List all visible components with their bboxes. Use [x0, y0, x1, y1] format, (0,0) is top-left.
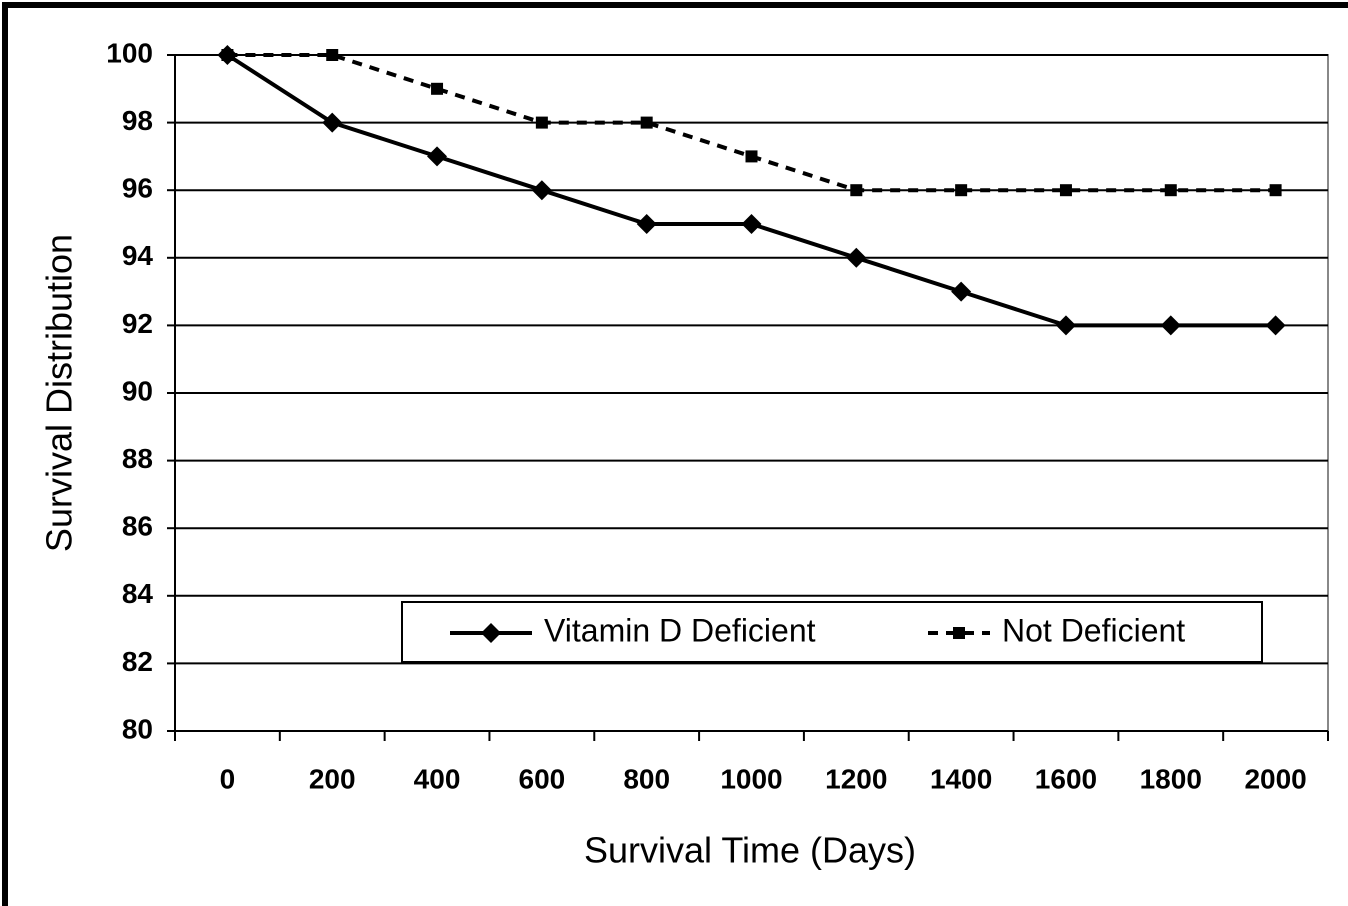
x-tick-label: 200: [309, 763, 356, 794]
y-tick-label: 90: [122, 375, 153, 406]
x-tick-label: 1400: [930, 763, 992, 794]
data-point: [741, 214, 762, 234]
data-point: [1265, 315, 1286, 336]
x-tick-label: 1600: [1035, 763, 1097, 794]
data-point: [531, 180, 552, 201]
y-tick-label: 100: [106, 37, 153, 68]
legend-box: [401, 601, 1263, 663]
data-point: [1059, 184, 1072, 197]
legend-label: Not Deficient: [1002, 612, 1185, 648]
x-tick-label: 2000: [1244, 763, 1306, 794]
y-tick-label: 94: [122, 240, 154, 271]
x-tick-label: 600: [519, 763, 566, 794]
data-point: [427, 146, 448, 167]
y-tick-label: 98: [122, 105, 153, 136]
data-point: [1055, 315, 1076, 336]
data-point: [951, 281, 972, 302]
x-tick-label: 800: [623, 763, 670, 794]
legend-marker: [953, 627, 965, 639]
data-point: [221, 49, 234, 61]
x-axis-title: Survival Time (Days): [584, 830, 916, 871]
data-point: [1164, 184, 1177, 197]
y-tick-label: 80: [122, 713, 153, 744]
data-point: [846, 247, 867, 268]
x-tick-label: 1800: [1140, 763, 1202, 794]
y-tick-label: 88: [122, 443, 153, 474]
data-point: [1160, 315, 1181, 336]
y-tick-label: 82: [122, 646, 153, 677]
y-tick-label: 84: [122, 578, 154, 609]
data-point: [535, 116, 548, 129]
y-tick-label: 96: [122, 173, 153, 204]
x-tick-label: 400: [414, 763, 461, 794]
y-tick-label: 92: [122, 308, 153, 339]
data-point: [431, 82, 444, 95]
data-point: [322, 112, 343, 133]
x-tick-label: 1000: [720, 763, 782, 794]
data-point: [326, 49, 339, 61]
x-tick-label: 0: [220, 763, 236, 794]
data-point: [745, 150, 758, 163]
legend-label: Vitamin D Deficient: [544, 612, 816, 648]
y-tick-label: 86: [122, 511, 153, 542]
data-point: [955, 184, 968, 197]
legend-marker: [481, 623, 501, 643]
data-point: [636, 214, 657, 234]
data-point: [1269, 184, 1282, 197]
data-point: [850, 184, 863, 197]
y-axis-title: Survival Distribution: [39, 234, 80, 552]
x-tick-label: 1200: [825, 763, 887, 794]
data-point: [640, 116, 653, 129]
